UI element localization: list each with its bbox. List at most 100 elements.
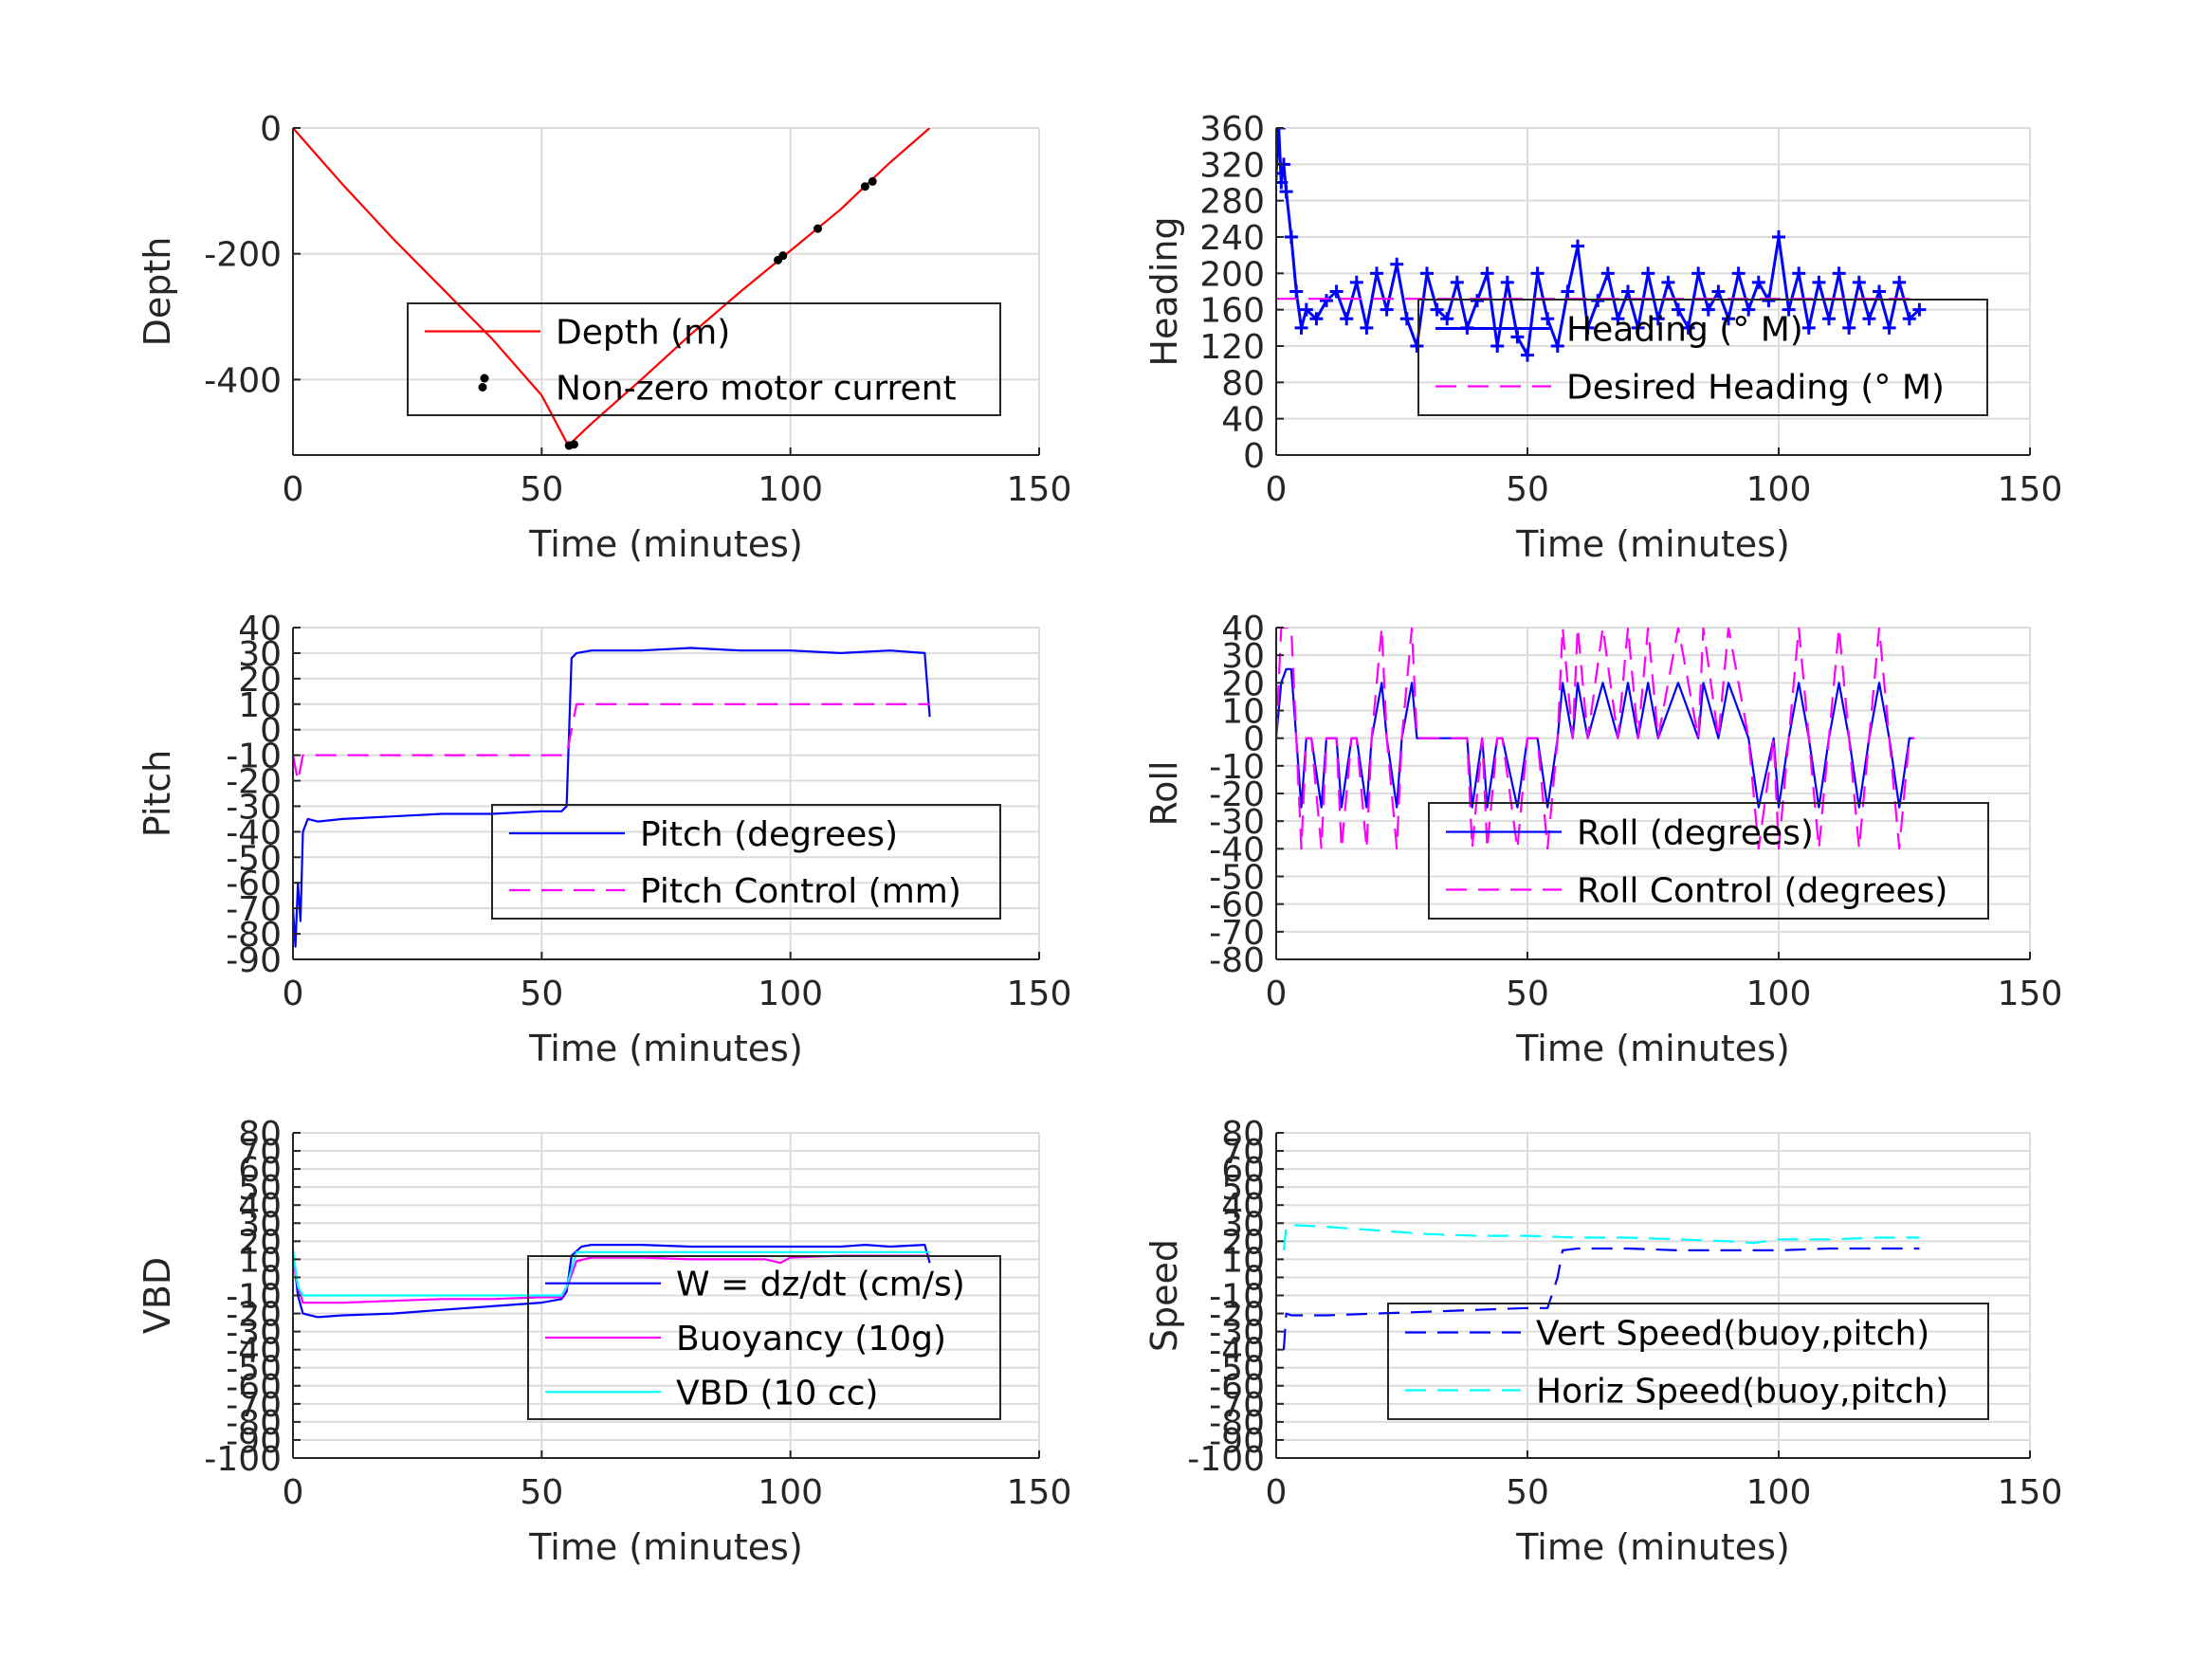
legend-label: Non-zero motor current (556, 370, 957, 409)
data-point (1399, 312, 1414, 326)
y-tick-label: 80 (1221, 364, 1265, 403)
legend-label: Desired Heading (° M) (1566, 369, 1945, 408)
data-point (1510, 330, 1525, 344)
data-point (1276, 128, 1286, 135)
panel-vbd: 0 50 100 15080706050403020100-10-20-30-40-5… (137, 1115, 1071, 1568)
data-point (1380, 302, 1394, 317)
data-point (1430, 302, 1444, 317)
legend-box (407, 302, 1001, 416)
x-axis-label: Time (minutes) (528, 1028, 803, 1069)
y-tick-label: 0 (1243, 437, 1265, 476)
y-tick-label: -50 (226, 839, 282, 878)
data-point (1340, 312, 1354, 326)
y-tick-label: -20 (1209, 1296, 1265, 1335)
data-point (1751, 275, 1765, 289)
data-point (1541, 312, 1555, 326)
legend: Pitch (degrees) Pitch Control (mm) (491, 804, 1001, 920)
x-tick-label: 150 (1007, 470, 1072, 509)
y-tick-label: 240 (1199, 219, 1265, 258)
y-tick-label: -70 (1209, 1386, 1265, 1425)
data-point (1822, 312, 1836, 326)
y-tick-label: -90 (1209, 1422, 1265, 1461)
data-point (1370, 266, 1383, 281)
legend-label: Heading (° M) (1566, 311, 1803, 350)
x-tick-label: 100 (758, 470, 823, 509)
y-tick-label: -200 (204, 236, 282, 275)
x-tick-label: 100 (1746, 470, 1812, 509)
data-point (1672, 302, 1685, 317)
panel-depth: 0 50 100 150 0 -200 -400 Time (minutes) Depth Dep… (137, 110, 1071, 565)
y-tick-label: -40 (1209, 1332, 1265, 1371)
data-point (1832, 266, 1846, 281)
legend-swatch (478, 383, 487, 392)
data-point (1772, 230, 1785, 244)
y-tick-label: 0 (260, 1259, 282, 1298)
y-tick-label: -50 (226, 1350, 282, 1389)
panel-speed: 0 50 100 15080706050403020100-10-20-30-40-5… (1143, 1115, 2062, 1568)
y-tick-label: 120 (1199, 328, 1265, 367)
data-point (868, 176, 877, 186)
y-tick-label: -60 (226, 1368, 282, 1407)
y-tick-label: -60 (1209, 886, 1265, 925)
legend-label: Buoyancy (10g) (676, 1320, 946, 1358)
data-point (1701, 302, 1715, 317)
y-axis-label: Speed (1143, 1239, 1185, 1352)
y-tick-label: -60 (226, 865, 282, 903)
data-point (1521, 348, 1534, 362)
legend-label: VBD (10 cc) (676, 1374, 878, 1413)
x-tick-label: 50 (1506, 470, 1549, 509)
y-tick-label: -20 (226, 763, 282, 802)
y-tick-label: 0 (1243, 720, 1265, 759)
legend: Heading (° M) Desired Heading (° M) (1417, 299, 1988, 416)
legend: Vert Speed(buoy,pitch) Horiz Speed(buoy,p… (1387, 1303, 1989, 1420)
legend-box (1417, 299, 1988, 416)
y-tick-label: 200 (1199, 255, 1265, 294)
y-tick-label: 20 (238, 1223, 282, 1262)
y-tick-label: 70 (1221, 1133, 1265, 1172)
x-tick-label: 50 (520, 975, 563, 1013)
y-axis-label: Roll (1143, 760, 1185, 826)
y-tick-label: 40 (238, 610, 282, 648)
x-axis-label: Time (minutes) (528, 1526, 803, 1568)
y-tick-label: 160 (1199, 292, 1265, 331)
x-tick-label: 100 (758, 1473, 823, 1512)
x-tick-label: 150 (1998, 470, 2063, 509)
y-tick-label: 60 (238, 1151, 282, 1190)
y-tick-label: 30 (1221, 1205, 1265, 1244)
y-tick-label: 10 (1221, 1241, 1265, 1280)
legend-label: Pitch (degrees) (640, 815, 898, 854)
y-tick-label: -50 (1209, 1350, 1265, 1389)
data-point (1742, 302, 1756, 317)
x-tick-label: 150 (1007, 975, 1072, 1013)
x-tick-label: 0 (1266, 1473, 1288, 1512)
legend-box (1387, 1303, 1989, 1420)
x-tick-label: 50 (520, 1473, 563, 1512)
legend-label: Pitch Control (mm) (640, 872, 961, 911)
y-tick-label: -10 (226, 1278, 282, 1317)
data-point (1681, 320, 1695, 335)
data-point (1611, 312, 1625, 326)
x-axis-label: Time (minutes) (1515, 1526, 1790, 1568)
data-point (1641, 266, 1655, 281)
data-point (1902, 312, 1916, 326)
data-point (1591, 294, 1605, 308)
y-tick-label: 60 (1221, 1151, 1265, 1190)
y-axis-label: Depth (137, 237, 178, 347)
series-2-line (1282, 1224, 1920, 1251)
data-point (778, 251, 788, 261)
data-point (1792, 266, 1806, 281)
y-tick-label: 50 (1221, 1169, 1265, 1208)
data-point (1550, 339, 1564, 353)
y-tick-label: -90 (226, 941, 282, 980)
y-tick-label: -30 (226, 1314, 282, 1353)
legend-label: W = dz/dt (cm/s) (676, 1266, 965, 1304)
y-tick-label: -30 (226, 788, 282, 827)
y-tick-label: -400 (204, 361, 282, 400)
y-axis-label: Pitch (137, 750, 178, 838)
data-point (1284, 230, 1298, 244)
series-2-line (293, 1254, 930, 1304)
y-tick-label: -100 (204, 1440, 282, 1479)
data-point (860, 182, 869, 191)
y-tick-label: 80 (238, 1115, 282, 1154)
